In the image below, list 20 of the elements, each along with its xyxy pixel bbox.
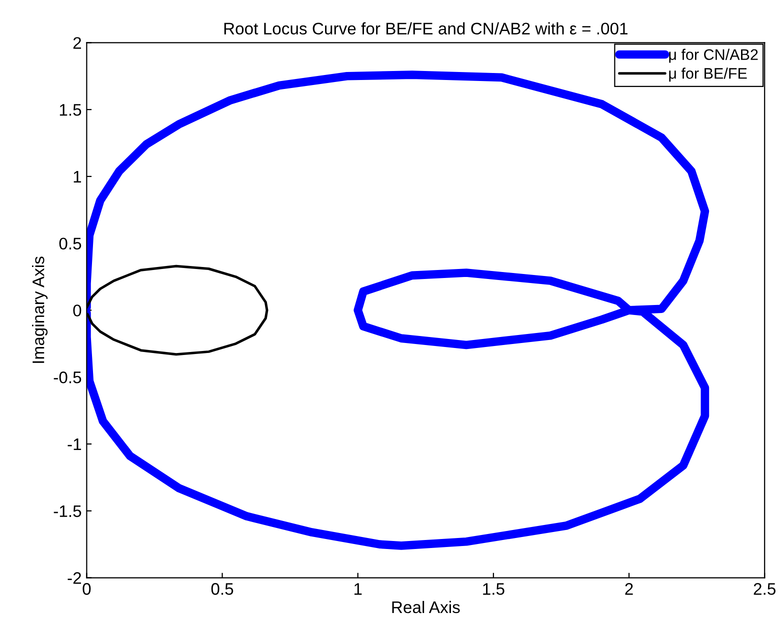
y-tick-label: -1.5 [54,505,82,518]
y-tick-label: 2 [73,37,81,49]
x-tick-label: 2.5 [754,583,776,595]
y-axis-title: Imaginary Axis [32,256,48,363]
legend-label: μ for BE/FE [669,68,747,82]
x-tick-label: 0 [82,583,91,595]
y-tick-label: -0.5 [54,372,82,384]
y-tick-label: -2 [68,572,81,584]
y-tick-label: 1.5 [60,104,82,116]
legend-label: μ for CN/AB2 [669,48,758,63]
chart-title: Root Locus Curve for BE/FE and CN/AB2 with ε = .001 [224,22,628,35]
x-tick-label: 1.5 [483,583,504,595]
x-tick-label: 0.5 [211,583,234,595]
y-tick-label: -1 [68,438,82,450]
y-tick-label: 1 [74,171,82,182]
x-axis-title: Real Axis [392,600,460,614]
y-tick-label: 0 [73,304,82,316]
x-tick-label: 2 [625,583,633,595]
x-tick-label: 1 [354,583,362,595]
y-tick-label: 0.5 [59,238,82,250]
